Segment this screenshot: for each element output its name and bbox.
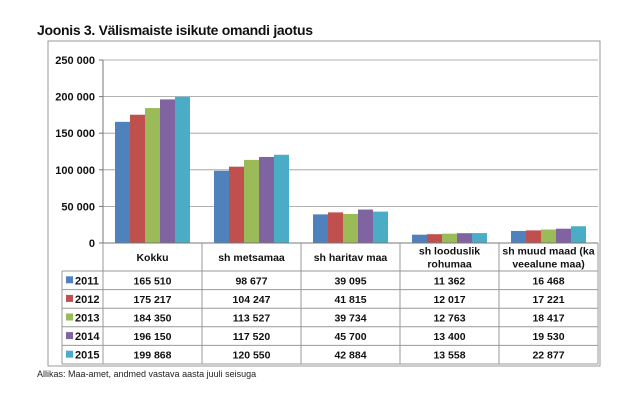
data-cell: 199 868 xyxy=(134,350,172,362)
data-cell: 11 362 xyxy=(434,275,466,287)
y-tick-label: 250 000 xyxy=(55,55,95,67)
legend-label: 2014 xyxy=(75,331,100,343)
data-cell: 17 221 xyxy=(532,294,564,306)
bar-2015 xyxy=(175,96,190,243)
bar-2011 xyxy=(115,121,130,243)
category-label: Kokku xyxy=(136,252,168,264)
category-label: veealune maa) xyxy=(512,259,584,271)
bar-2013 xyxy=(145,108,160,243)
data-cell: 113 527 xyxy=(233,313,271,325)
data-cell: 117 520 xyxy=(233,331,271,343)
y-tick-label: 200 000 xyxy=(55,92,95,104)
bar-2014 xyxy=(358,209,373,243)
data-cell: 18 417 xyxy=(532,313,564,325)
data-cell: 19 530 xyxy=(532,331,564,343)
bar-2013 xyxy=(442,233,457,243)
bar-2014 xyxy=(160,99,175,243)
data-cell: 98 677 xyxy=(235,275,267,287)
data-cell: 13 400 xyxy=(433,331,465,343)
category-label: sh muud maad (ka xyxy=(502,246,594,258)
category-label: sh metsamaa xyxy=(218,252,285,264)
category-label: sh looduslik xyxy=(419,246,480,258)
data-cell: 184 350 xyxy=(134,313,172,325)
bar-2012 xyxy=(229,166,244,243)
data-cell: 165 510 xyxy=(134,275,172,287)
data-cell: 13 558 xyxy=(433,350,465,362)
data-cell: 175 217 xyxy=(134,294,172,306)
data-cell: 120 550 xyxy=(233,350,271,362)
legend-label: 2015 xyxy=(75,350,99,362)
bar-2012 xyxy=(328,212,343,243)
data-cell: 39 095 xyxy=(334,275,366,287)
data-cell: 12 017 xyxy=(433,294,465,306)
bar-2015 xyxy=(373,211,388,243)
legend-label: 2011 xyxy=(75,275,99,287)
category-label: rohumaa xyxy=(427,259,472,271)
bar-2011 xyxy=(412,234,427,243)
data-cell: 45 700 xyxy=(334,331,366,343)
chart-frame xyxy=(47,40,601,367)
bar-2011 xyxy=(313,214,328,243)
legend-key-2014 xyxy=(66,332,73,340)
bar-2011 xyxy=(511,230,526,243)
data-cell: 104 247 xyxy=(233,294,271,306)
y-tick-label: 100 000 xyxy=(55,165,95,177)
category-label: sh haritav maa xyxy=(314,252,388,264)
y-tick-label: 50 000 xyxy=(61,201,95,213)
bar-2012 xyxy=(427,234,442,243)
bar-2014 xyxy=(457,233,472,243)
data-cell: 41 815 xyxy=(334,294,366,306)
legend-key-2011 xyxy=(66,276,73,284)
bar-2015 xyxy=(472,233,487,243)
data-cell: 39 734 xyxy=(334,313,366,325)
legend-key-2015 xyxy=(66,350,73,358)
y-tick-label: 0 xyxy=(89,238,95,250)
source-note: Allikas: Maa-amet, andmed vastava aasta … xyxy=(37,369,257,379)
data-cell: 22 877 xyxy=(532,350,564,362)
chart-title: Joonis 3. Välismaiste isikute omandi jao… xyxy=(37,22,313,38)
bar-2011 xyxy=(214,170,229,243)
y-tick-label: 150 000 xyxy=(55,128,95,140)
bar-2012 xyxy=(526,230,541,243)
data-cell: 42 884 xyxy=(334,350,366,362)
bar-2013 xyxy=(343,213,358,243)
bar-2015 xyxy=(571,226,586,243)
bar-2013 xyxy=(244,159,259,243)
legend-key-2012 xyxy=(66,294,73,302)
bar-2015 xyxy=(274,154,289,243)
bar-2014 xyxy=(259,156,274,243)
bar-2012 xyxy=(130,114,145,244)
data-cell: 12 763 xyxy=(433,313,465,325)
bar-2013 xyxy=(541,229,556,243)
data-cell: 16 468 xyxy=(532,275,564,287)
bar-2014 xyxy=(556,228,571,243)
legend-label: 2012 xyxy=(75,294,99,306)
data-cell: 196 150 xyxy=(134,331,172,343)
legend-label: 2013 xyxy=(75,313,99,325)
legend-key-2013 xyxy=(66,313,73,321)
